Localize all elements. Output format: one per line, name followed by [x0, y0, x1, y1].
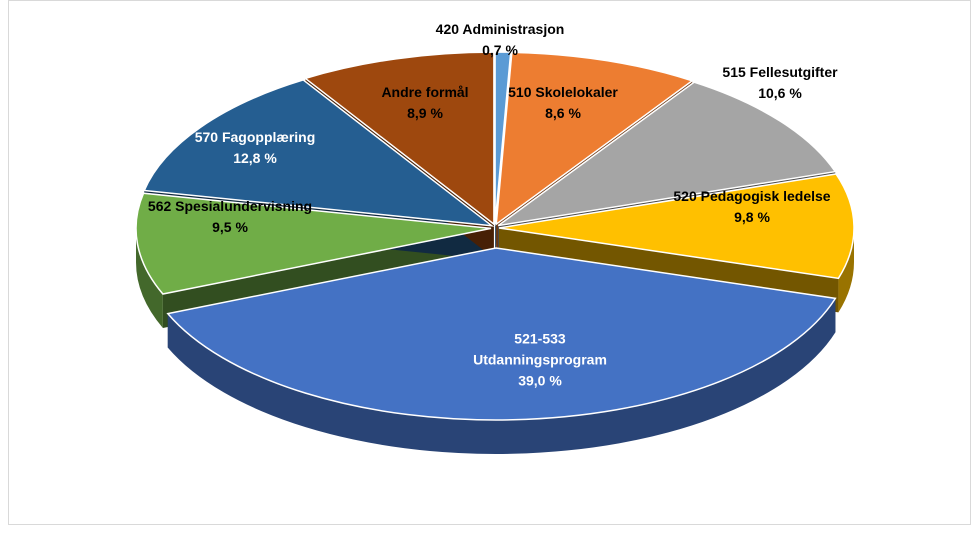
category-label: 520 Pedagogisk ledelse	[673, 188, 831, 204]
category-label: 515 Fellesutgifter	[722, 64, 838, 80]
slice	[166, 247, 837, 421]
slice-label: 570 Fagopplæring 12,8 %	[195, 127, 316, 169]
slice	[143, 79, 495, 227]
slice	[303, 51, 495, 226]
slice	[494, 51, 512, 225]
value-label: 8,9 %	[407, 105, 443, 121]
slice-side	[167, 298, 836, 454]
slice	[495, 51, 694, 226]
slice-side	[838, 227, 854, 313]
slice	[498, 173, 855, 280]
value-label: 0,7 %	[482, 42, 518, 58]
slice-side	[136, 228, 163, 329]
category-label: 420 Administrasjon	[435, 21, 565, 37]
slice-label: 515 Fellesutgifter 10,6 %	[722, 62, 837, 104]
value-label: 39,0 %	[518, 372, 562, 389]
value-label: 10,6 %	[758, 85, 802, 101]
slice-label: 420 Administrasjon 0,7 %	[436, 19, 565, 61]
slice-label: 520 Pedagogisk ledelse 9,8 %	[673, 186, 830, 228]
category-label: 510 Skolelokaler	[508, 84, 618, 100]
value-label: 9,8 %	[734, 209, 770, 225]
slice	[135, 192, 492, 295]
category-label: 521-533 Utdanningsprogram	[473, 330, 607, 368]
slice-label: 510 Skolelokaler 8,6 %	[508, 82, 618, 124]
slice-label: 562 Spesialundervisning 9,5 %	[148, 196, 312, 238]
value-label: 9,5 %	[212, 219, 248, 235]
value-label: 8,6 %	[545, 105, 581, 121]
category-label: 562 Spesialundervisning	[147, 198, 313, 214]
slice	[497, 81, 837, 227]
value-label: 12,8 %	[233, 150, 277, 166]
category-label: 570 Fagopplæring	[194, 129, 316, 145]
slice-label: 521-533 Utdanningsprogram 39,0 %	[465, 329, 615, 392]
slice-label: Andre formål 8,9 %	[381, 82, 468, 124]
category-label: Andre formål	[381, 84, 469, 100]
chart-frame	[8, 0, 971, 525]
